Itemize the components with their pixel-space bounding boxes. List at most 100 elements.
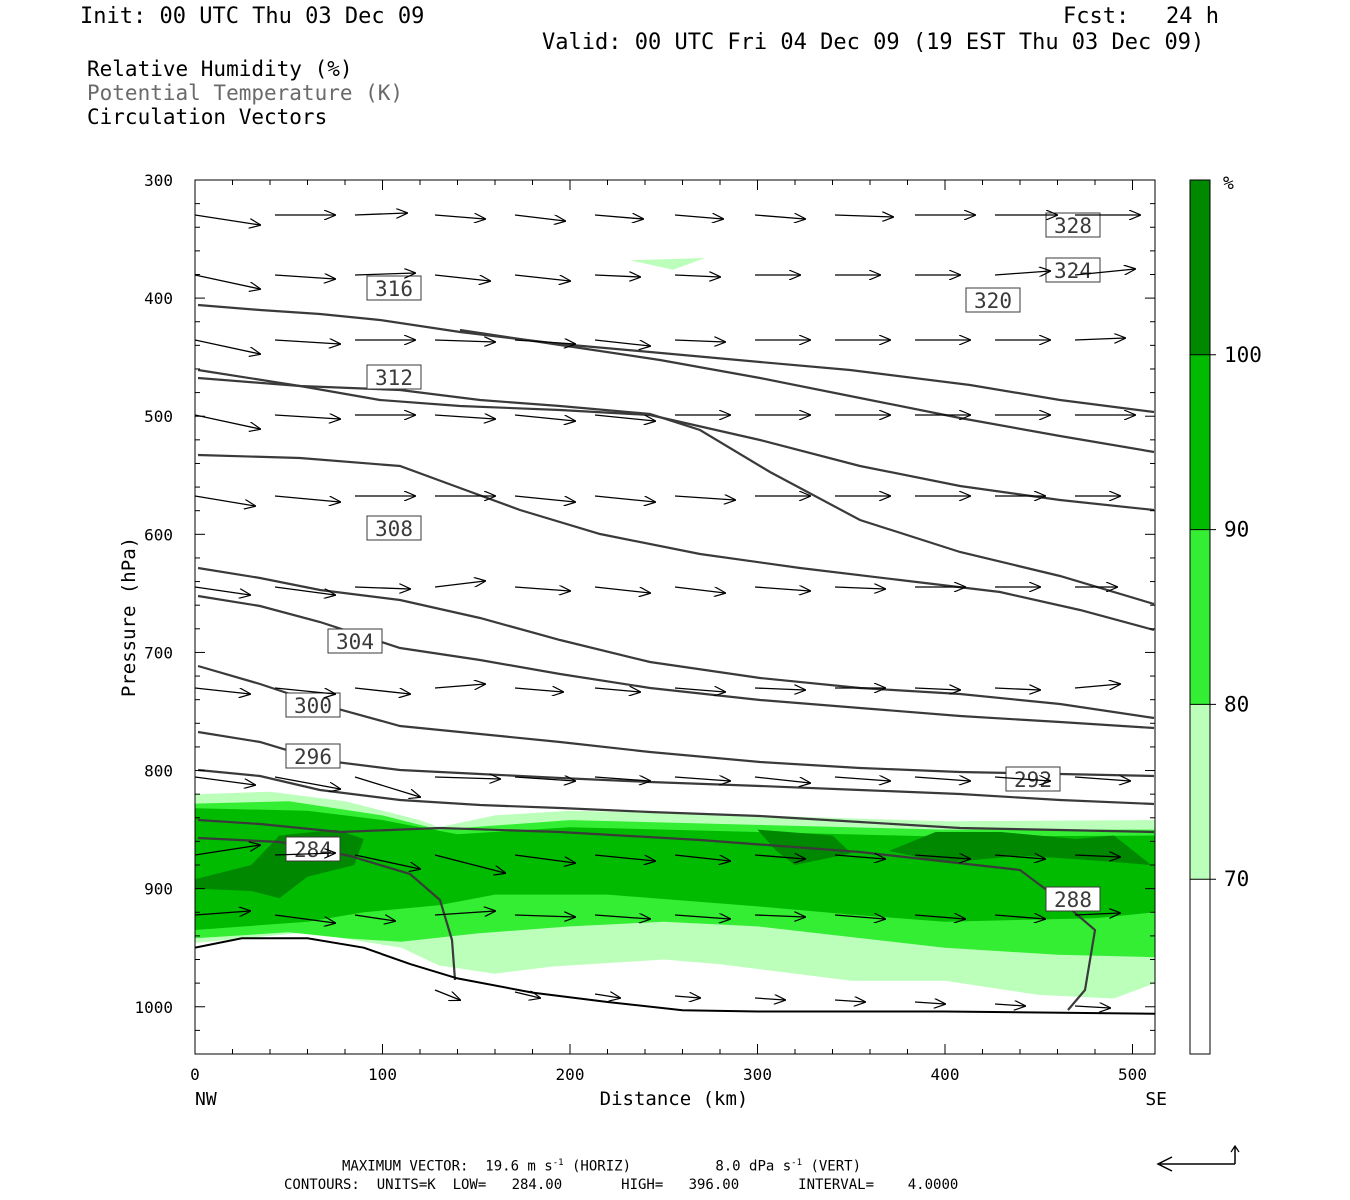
circulation-vector [434, 989, 460, 1000]
circulation-vector [195, 495, 255, 506]
theta-label-304: 304 [336, 630, 374, 654]
circulation-vector [1074, 338, 1125, 340]
circulation-vector [914, 1002, 945, 1004]
theta-label-328: 328 [1054, 214, 1092, 238]
y-tick-label: 800 [144, 762, 173, 781]
rh-fill-100 [888, 832, 1152, 865]
circulation-vector [195, 911, 250, 915]
circulation-vector [914, 688, 960, 690]
colorbar-label: 70 [1224, 867, 1249, 891]
circulation-vector [274, 687, 335, 694]
x-tick-label: 500 [1118, 1065, 1147, 1084]
y-tick-label: 700 [144, 643, 173, 662]
circulation-vector [594, 215, 643, 219]
circulation-vector [834, 1000, 865, 1002]
circulation-vector [594, 688, 640, 692]
circulation-vector [834, 587, 885, 589]
circulation-vector [754, 776, 810, 783]
circulation-vector [274, 914, 335, 923]
reference-vector-icon [1156, 1144, 1240, 1172]
circulation-vector [274, 340, 340, 344]
circulation-vector [594, 854, 655, 861]
circulation-vector [674, 340, 725, 342]
theta-label-320: 320 [974, 289, 1012, 313]
theta-contour-324 [459, 328, 1155, 454]
circulation-vector [754, 215, 805, 219]
theta-label-box [1045, 886, 1101, 912]
rh-fill-70 [630, 258, 705, 270]
theta-label-284: 284 [294, 838, 332, 862]
circulation-vector [274, 586, 335, 595]
circulation-vector [674, 688, 725, 692]
circulation-vector [914, 855, 970, 859]
circulation-vector [1074, 855, 1120, 857]
x-tick-label: 400 [931, 1065, 960, 1084]
colorbar-segment [1190, 704, 1210, 880]
circulation-vector [514, 495, 575, 502]
circulation-vector [514, 587, 570, 591]
x-tick-label: 300 [743, 1065, 772, 1084]
circulation-vector [434, 777, 500, 779]
circulation-vector [674, 586, 725, 593]
circulation-vector [594, 915, 650, 919]
circulation-vector [514, 214, 565, 221]
valid-time: Valid: 00 UTC Fri 04 Dec 09 (19 EST Thu … [542, 30, 1205, 55]
theta-contour-328 [197, 303, 1155, 414]
theta-label-300: 300 [294, 694, 332, 718]
circulation-vector [434, 854, 505, 873]
circulation-vector [594, 495, 655, 502]
circulation-vector [994, 1004, 1025, 1006]
theta-label-box [366, 275, 422, 301]
circulation-vector [434, 415, 495, 419]
y-tick-label: 900 [144, 880, 173, 899]
theta-label-box [965, 287, 1021, 313]
theta-label-288: 288 [1054, 888, 1092, 912]
contour-info-line: CONTOURS: UNITS=K LOW= 284.00 HIGH= 396.… [284, 1177, 959, 1193]
colorbar-segment [1190, 180, 1210, 355]
circulation-vector [594, 275, 640, 277]
circulation-vector [1074, 913, 1120, 915]
theta-contour-304 [197, 594, 1155, 730]
circulation-vector [594, 414, 655, 421]
circulation-vector [514, 414, 575, 421]
circulation-vector [514, 992, 540, 998]
x-tick-label: 100 [368, 1065, 397, 1084]
circulation-vector [674, 496, 735, 500]
circulation-vector [514, 777, 575, 781]
circulation-vector [195, 845, 260, 856]
theta-contour-284 [197, 836, 457, 981]
x-tick-label: 200 [556, 1065, 585, 1084]
circulation-vector [434, 684, 485, 688]
circulation-vector [914, 915, 965, 919]
y-tick-label: 400 [144, 289, 173, 308]
theta-label-box [366, 515, 422, 541]
circulation-vector [195, 414, 260, 429]
rh-fill-90 [195, 808, 1155, 930]
circulation-vector [674, 915, 730, 919]
field-theta: Potential Temperature (K) [87, 81, 404, 105]
circulation-vector [274, 495, 340, 502]
circulation-vector [994, 915, 1045, 919]
circulation-vector [834, 855, 885, 859]
theta-contour-288 [197, 818, 1097, 1011]
theta-contour-308 [197, 566, 1155, 720]
theta-contour-292 [197, 768, 1155, 834]
forecast-label: Fcst: [1063, 4, 1130, 29]
colorbar-label: 100 [1224, 343, 1262, 367]
theta-label-324: 324 [1054, 259, 1092, 283]
x-axis-label: Distance (km) [600, 1088, 749, 1110]
colorbar-segment [1190, 529, 1210, 705]
circulation-vector [674, 275, 720, 277]
circulation-vector [195, 776, 255, 785]
colorbar-segment [1190, 354, 1210, 530]
field-rh: Relative Humidity (%) [87, 57, 353, 81]
circulation-vector [1074, 777, 1130, 781]
circulation-vector [434, 340, 495, 342]
circulation-vector [994, 855, 1045, 859]
circulation-vector [274, 853, 335, 855]
circulation-vector [594, 586, 650, 593]
circulation-vector [195, 339, 260, 354]
circulation-vector [434, 911, 495, 915]
theta-label-308: 308 [375, 517, 413, 541]
